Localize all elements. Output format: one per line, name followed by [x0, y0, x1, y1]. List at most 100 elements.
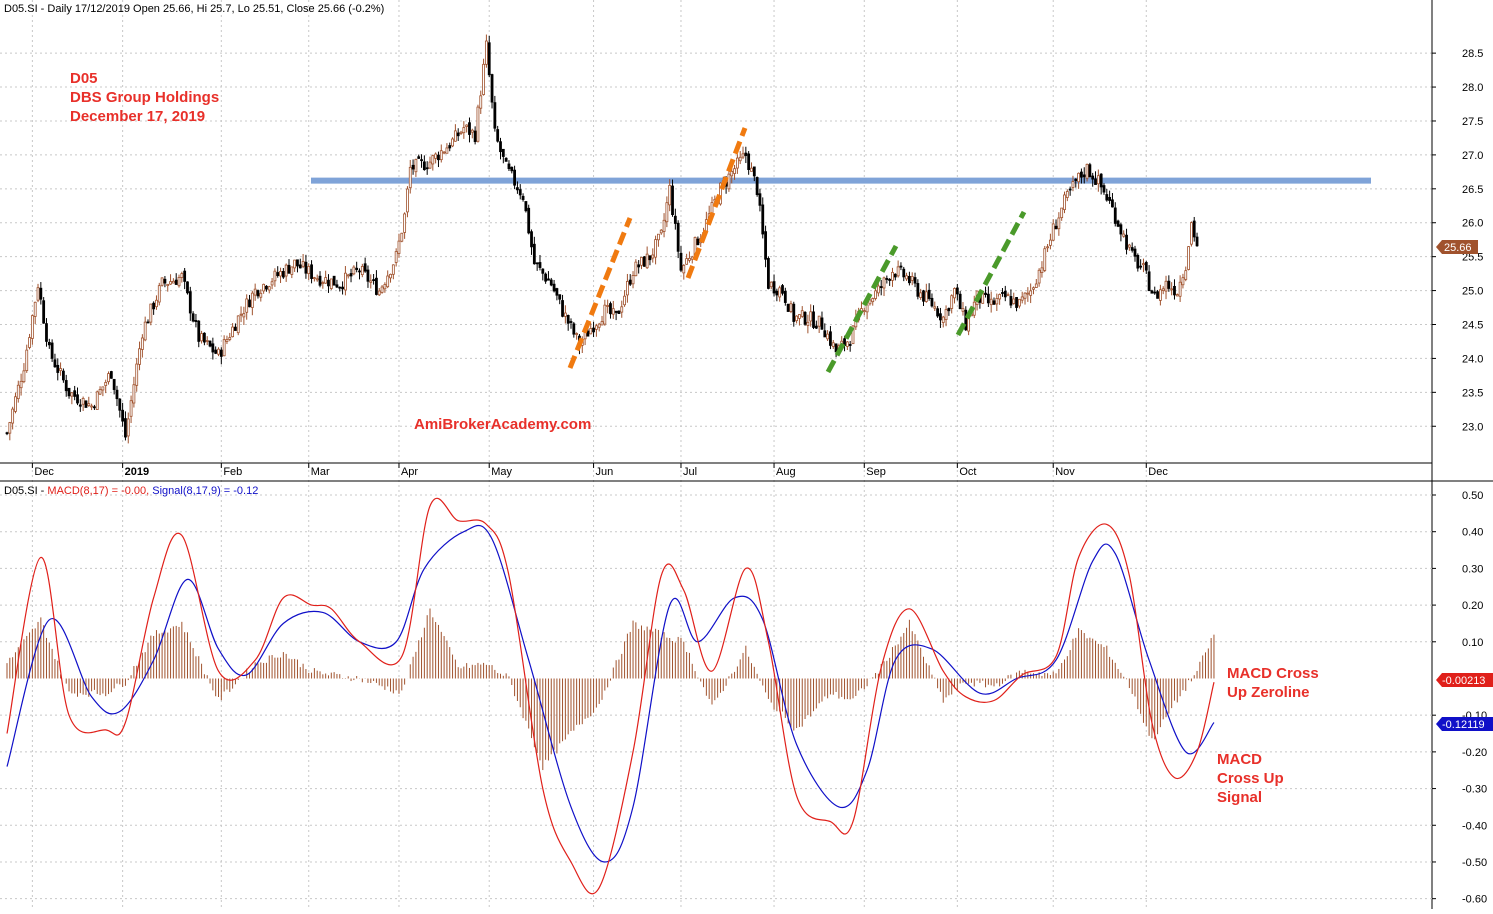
- candle-body: [586, 330, 590, 337]
- time-tick-label: Jul: [683, 466, 697, 478]
- candle-body: [1147, 271, 1151, 292]
- candle-body: [744, 152, 748, 156]
- candle-body: [276, 272, 280, 276]
- candle-body: [592, 327, 595, 333]
- candle-body: [829, 331, 832, 346]
- candle-body: [265, 285, 268, 290]
- candle-body: [174, 279, 178, 285]
- macd-tick-label: -0.40: [1462, 820, 1487, 832]
- candle-body: [456, 132, 460, 137]
- candle-body: [1043, 248, 1047, 271]
- candle-body: [961, 308, 965, 312]
- candle-body: [149, 303, 153, 323]
- annotation-zeroline-2: Up Zeroline: [1227, 684, 1310, 701]
- trend-line: [685, 127, 748, 279]
- time-tick-label: Sep: [866, 466, 886, 478]
- candlesticks: [5, 34, 1199, 444]
- candle-body: [270, 281, 274, 286]
- candle-body: [845, 341, 849, 347]
- candle-body: [803, 311, 807, 325]
- candle-body: [104, 382, 108, 386]
- candle-body: [115, 389, 119, 400]
- candle-body: [806, 321, 810, 326]
- candle-body: [1122, 233, 1126, 237]
- candle-body: [910, 276, 914, 281]
- candle-body: [310, 264, 313, 279]
- candle-body: [812, 311, 815, 328]
- candle-body: [628, 279, 632, 285]
- candle-body: [28, 337, 31, 348]
- candle-body: [462, 127, 466, 134]
- candle-body: [851, 325, 855, 345]
- candle-body: [186, 281, 189, 294]
- candle-body: [177, 277, 181, 287]
- candle-body: [287, 264, 291, 274]
- time-tick-label: Aug: [776, 466, 796, 478]
- candle-body: [1130, 247, 1134, 251]
- time-tick-label: Jun: [596, 466, 614, 478]
- candle-body: [1082, 174, 1086, 178]
- candle-body: [1181, 277, 1185, 286]
- candle-body: [431, 155, 435, 165]
- macd-tick-label: 0.10: [1462, 637, 1483, 649]
- candle-body: [950, 295, 954, 309]
- candle-body: [1060, 207, 1064, 219]
- candle-body: [679, 252, 683, 271]
- candle-body: [783, 290, 787, 303]
- candle-body: [479, 95, 483, 109]
- candle-body: [752, 166, 756, 177]
- candle-body: [132, 384, 136, 404]
- price-tick-label: 26.5: [1462, 184, 1483, 196]
- candle-body: [448, 145, 452, 149]
- candle-body: [826, 333, 830, 340]
- candle-body: [676, 222, 680, 252]
- candle-body: [1173, 285, 1176, 296]
- candle-body: [778, 287, 782, 298]
- candle-body: [673, 215, 677, 224]
- candle-body: [394, 251, 398, 263]
- last-price-text: 25.66: [1444, 242, 1472, 254]
- candle-body: [315, 278, 319, 281]
- candle-body: [234, 326, 237, 331]
- candle-body: [484, 40, 488, 65]
- candle-body: [194, 320, 198, 323]
- candle-body: [930, 297, 934, 307]
- price-tick-label: 23.5: [1462, 387, 1483, 399]
- candle-body: [129, 400, 133, 417]
- candle-body: [758, 193, 762, 206]
- candle-body: [1111, 199, 1114, 208]
- candle-body: [140, 337, 144, 350]
- candle-body: [800, 310, 804, 317]
- candle-body: [848, 344, 852, 346]
- candle-body: [1051, 223, 1055, 241]
- candle-body: [719, 182, 722, 205]
- candle-body: [1192, 220, 1196, 238]
- candle-body: [180, 273, 184, 278]
- candle-body: [913, 277, 917, 284]
- candle-body: [307, 266, 311, 275]
- candle-body: [986, 293, 990, 304]
- price-gridlines: [0, 0, 1432, 909]
- candle-body: [338, 286, 342, 289]
- time-tick-label: Feb: [223, 466, 242, 478]
- candle-body: [984, 292, 987, 295]
- candle-body: [143, 321, 147, 341]
- candle-body: [809, 311, 813, 322]
- candle-body: [47, 341, 51, 346]
- candle-body: [955, 287, 959, 295]
- candle-body: [899, 265, 903, 268]
- candle-body: [823, 330, 827, 338]
- candle-body: [1144, 262, 1148, 271]
- candle-body: [1094, 178, 1097, 185]
- candle-body: [124, 418, 127, 438]
- candle-body: [1158, 289, 1162, 301]
- candle-body: [1003, 290, 1007, 298]
- candle-body: [772, 281, 776, 294]
- candle-body: [341, 286, 344, 290]
- signal-value-text: -0.12119: [1442, 719, 1485, 731]
- time-axis: Dec 2019 Feb Mar Apr May Jun Jul Aug Sep Oct Nov Dec: [31, 463, 1168, 478]
- candle-body: [879, 286, 883, 288]
- candle-body: [532, 243, 536, 265]
- candle-body: [1187, 246, 1190, 270]
